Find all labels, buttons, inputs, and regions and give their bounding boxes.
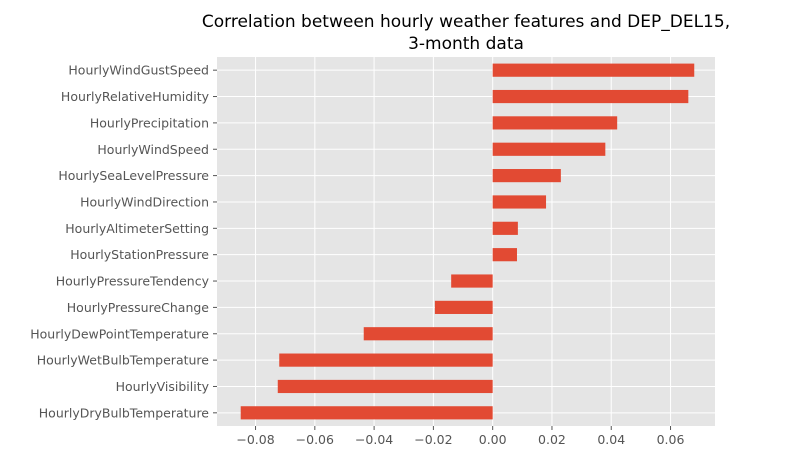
x-tick-label: −0.04 <box>355 432 393 447</box>
x-tick-layer: −0.08 −0.06 −0.04 −0.02 0.00 0.02 0.04 0.06 <box>236 426 684 447</box>
chart-title-line-1: Correlation between hourly weather featu… <box>202 12 730 32</box>
y-tick-label: HourlyPrecipitation <box>90 115 209 130</box>
bar-hourly-wind-gust-speed <box>492 63 695 77</box>
bar-hourly-pressure-tendency <box>451 274 493 288</box>
chart-title-line-2: 3-month data <box>408 34 524 54</box>
y-tick-label: HourlyDewPointTemperature <box>30 326 209 341</box>
y-tick-layer: HourlyWindGustSpeed HourlyRelativeHumidit… <box>30 63 217 420</box>
x-tick-label: −0.06 <box>296 432 334 447</box>
x-tick-label: 0.00 <box>479 432 507 447</box>
y-tick-label: HourlySeaLevelPressure <box>58 168 209 183</box>
bar-layer <box>240 63 695 420</box>
y-tick-label: HourlyPressureTendency <box>56 274 210 289</box>
y-tick-label: HourlyWindGustSpeed <box>68 63 209 78</box>
bar-hourly-precipitation <box>492 116 618 130</box>
y-tick-label: HourlyWetBulbTemperature <box>37 353 210 368</box>
bar-hourly-wind-speed <box>492 142 606 156</box>
y-tick-label: HourlyDryBulbTemperature <box>39 405 210 420</box>
bar-hourly-relative-humidity <box>492 89 689 104</box>
x-tick-label: 0.02 <box>538 432 566 447</box>
bar-hourly-wind-direction <box>492 195 547 209</box>
x-tick-label: 0.06 <box>657 432 685 447</box>
bar-hourly-sea-level-pressure <box>492 169 561 183</box>
y-tick-label: HourlyWindDirection <box>80 194 209 209</box>
bar-hourly-pressure-change <box>434 300 493 314</box>
y-tick-label: HourlyStationPressure <box>70 247 209 262</box>
x-tick-label: 0.04 <box>597 432 625 447</box>
bar-hourly-station-pressure <box>492 248 517 262</box>
bar-hourly-dew-point-temperature <box>363 327 493 341</box>
y-tick-label: HourlyVisibility <box>116 379 210 394</box>
x-tick-label: −0.02 <box>414 432 452 447</box>
bar-hourly-dry-bulb-temperature <box>240 406 493 420</box>
y-tick-label: HourlyWindSpeed <box>97 142 209 157</box>
plot-area <box>217 57 715 426</box>
y-tick-label: HourlyAltimeterSetting <box>65 221 209 236</box>
bar-hourly-wet-bulb-temperature <box>279 353 493 367</box>
x-tick-label: −0.08 <box>236 432 274 447</box>
bar-hourly-altimeter-setting <box>492 221 518 235</box>
y-tick-label: HourlyPressureChange <box>67 300 210 315</box>
y-tick-label: HourlyRelativeHumidity <box>61 89 210 104</box>
bar-hourly-visibility <box>277 379 493 394</box>
